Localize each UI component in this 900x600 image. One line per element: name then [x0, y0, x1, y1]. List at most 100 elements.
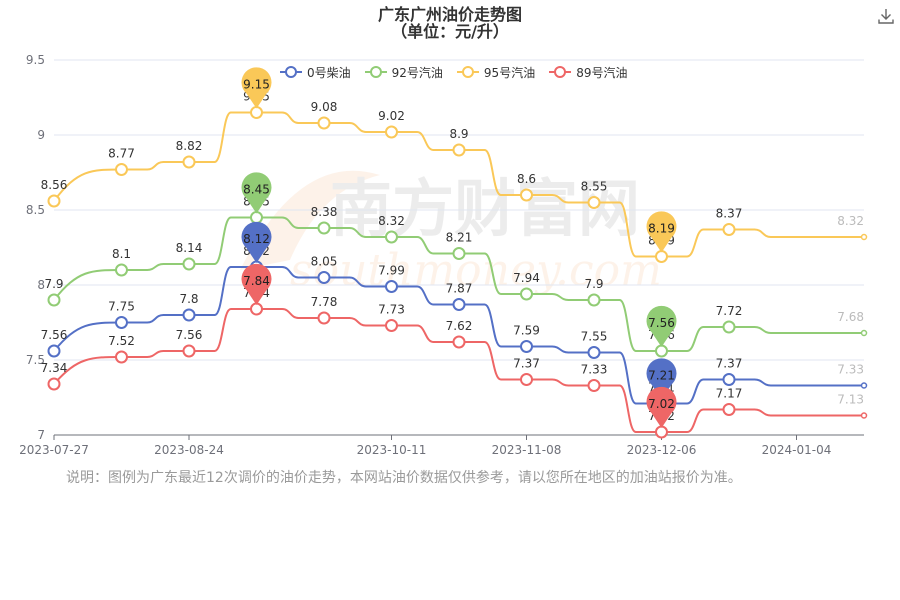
pin-shape — [646, 386, 677, 428]
data-label: 9.08 — [311, 100, 338, 114]
data-label: 7.37 — [513, 357, 540, 371]
pin-label: 8.19 — [648, 222, 675, 236]
data-point — [115, 350, 128, 364]
chart-title: 广东广州油价走势图 — [377, 5, 522, 24]
data-point — [317, 221, 331, 235]
data-label: 7.33 — [581, 363, 608, 377]
data-point — [47, 194, 61, 208]
y-tick-label: 8 — [37, 278, 45, 292]
data-label: 7.87 — [446, 282, 473, 296]
data-point — [317, 116, 331, 130]
pin-label: 8.12 — [243, 232, 270, 246]
data-label: 8.38 — [311, 205, 338, 219]
data-point — [722, 320, 736, 334]
data-label: 8.1 — [112, 247, 131, 261]
data-point — [250, 302, 263, 316]
series-lines — [53, 111, 864, 433]
data-point — [860, 382, 868, 389]
data-point — [47, 293, 61, 307]
chart-legend: 0号柴油 92号汽油 95号汽油 89号汽油 — [280, 62, 627, 82]
pin-shape — [241, 67, 272, 109]
y-tick-label: 8.5 — [26, 203, 45, 217]
data-label: 7.78 — [311, 295, 338, 309]
data-label: 8.21 — [446, 231, 473, 245]
data-label: 8.9 — [449, 127, 468, 141]
data-label: 7.56 — [41, 328, 68, 342]
data-point — [385, 280, 398, 293]
data-point — [722, 223, 736, 236]
data-label: 7.72 — [716, 304, 743, 318]
download-icon[interactable] — [876, 6, 896, 26]
data-point — [182, 344, 196, 358]
data-point — [452, 298, 466, 311]
data-label: 7.8 — [179, 292, 198, 306]
data-point — [452, 143, 466, 157]
axes: 7 7.5 8 8.5 9 9.5 2023-07-27 2023-08-24 2023-10-… — [19, 53, 864, 457]
data-point — [182, 257, 196, 271]
data-point — [520, 340, 533, 353]
data-label: 8.14 — [176, 241, 203, 255]
watermark-logo — [240, 170, 380, 270]
series-line-1 — [53, 216, 864, 352]
pin-label: 7.02 — [648, 397, 675, 411]
data-point — [115, 316, 128, 329]
data-point — [47, 377, 61, 391]
data-point — [722, 403, 736, 416]
data-point — [182, 308, 196, 322]
legend-item-gas92[interactable]: 92号汽油 — [364, 62, 443, 82]
data-label: 7.62 — [446, 319, 473, 333]
data-label: 7.52 — [108, 334, 135, 348]
data-point — [520, 287, 533, 301]
data-label: 7.75 — [108, 300, 135, 314]
legend-label-gas89: 89号汽油 — [576, 65, 628, 80]
series-points — [47, 106, 868, 439]
data-label: 7.55 — [581, 330, 608, 344]
y-tick-label: 9.5 — [26, 53, 45, 67]
pin-shape — [646, 358, 677, 400]
chart-subtitle: （单位：元/升） — [391, 22, 509, 41]
legend-item-gas95[interactable]: 95号汽油 — [456, 62, 536, 82]
legend-label-gas95: 95号汽油 — [483, 65, 536, 80]
data-point — [250, 211, 263, 224]
legend-item-diesel0[interactable]: 0号柴油 — [280, 62, 351, 82]
y-tick-label: 7 — [37, 428, 45, 442]
data-point — [385, 125, 398, 139]
data-point — [452, 247, 466, 260]
data-label: 7.94 — [513, 271, 540, 285]
data-label: 7.34 — [41, 361, 68, 375]
pin-label: 9.15 — [243, 78, 270, 92]
x-tick-label: 2023-11-08 — [492, 443, 562, 457]
pin-label: 8.45 — [243, 183, 270, 197]
extreme-pin-max: 8.45 — [241, 172, 272, 214]
data-label: 8.32 — [837, 214, 864, 228]
data-point — [47, 344, 61, 358]
pin-label: 7.84 — [243, 274, 270, 288]
series-line-0 — [53, 266, 864, 405]
data-point — [860, 412, 868, 419]
x-tick-label: 2023-10-11 — [357, 443, 427, 457]
data-label: 7.99 — [378, 264, 405, 278]
pin-label: 7.21 — [648, 369, 675, 383]
y-tick-label: 7.5 — [26, 353, 45, 367]
extreme-pin-max: 8.12 — [241, 221, 272, 263]
legend-item-gas89[interactable]: 89号汽油 — [549, 62, 627, 82]
data-point — [317, 311, 331, 325]
extreme-pin-min: 8.19 — [646, 211, 677, 253]
extreme-pin-max: 9.15 — [241, 67, 272, 109]
pin-label: 7.56 — [648, 316, 675, 330]
x-tick-label: 2023-08-24 — [154, 443, 224, 457]
data-labels: 7.56 7.75 7.8 8.12 8.05 7.99 7.87 7.59 7.55 7.21 7… — [41, 90, 864, 424]
data-label: 7.68 — [837, 310, 864, 324]
data-point — [385, 319, 398, 332]
data-point — [587, 293, 601, 307]
data-point — [860, 329, 868, 337]
legend-label-diesel0: 0号柴油 — [307, 65, 351, 80]
data-point — [860, 233, 868, 241]
extreme-pin-min: 7.56 — [646, 305, 677, 347]
data-label: 7.37 — [716, 357, 743, 371]
data-label: 8.56 — [41, 178, 68, 192]
pin-shape — [241, 221, 272, 263]
extreme-pin-min: 7.02 — [646, 386, 677, 428]
data-point — [587, 346, 601, 359]
